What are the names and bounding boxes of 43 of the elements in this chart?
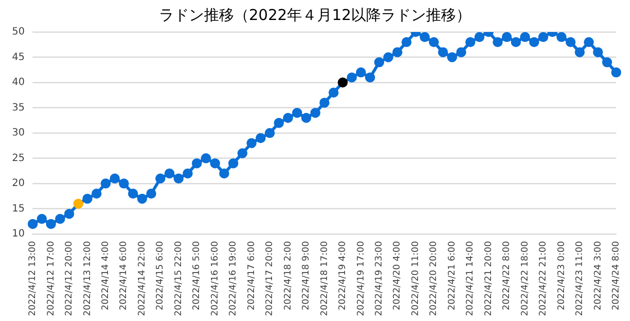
x-tick-label: 2022/4/17 20:00 — [265, 240, 276, 316]
x-tick-label: 2022/4/20 11:00 — [410, 240, 421, 316]
y-tick-label: 50 — [12, 26, 25, 38]
x-tick-label: 2022/4/15 22:00 — [174, 240, 184, 316]
x-tick-label: 2022/4/19 4:00 — [338, 240, 348, 310]
chart-title: ラドン推移（2022年４月12以降ラドン推移） — [158, 6, 472, 25]
x-tick-label: 2022/4/18 2:00 — [283, 240, 294, 310]
y-tick-label: 15 — [12, 203, 25, 214]
x-tick-label: 2022/4/16 19:00 — [228, 240, 239, 316]
x-tick-label: 2022/4/23 0:00 — [556, 240, 567, 310]
x-tick-label: 2022/4/17 6:00 — [246, 240, 257, 310]
x-tick-label: 2022/4/14 6:00 — [119, 240, 130, 310]
y-tick-label: 35 — [12, 102, 25, 114]
y-tick-label: 25 — [12, 152, 25, 164]
x-tick-label: 2022/4/24 3:00 — [593, 240, 604, 310]
x-tick-label: 2022/4/23 11:00 — [575, 240, 586, 316]
x-tick-label: 2022/4/18 9:00 — [302, 240, 312, 310]
y-tick-label: 30 — [12, 128, 25, 139]
x-tick-label: 2022/4/12 20:00 — [64, 240, 75, 316]
x-tick-label: 2022/4/16 5:00 — [192, 240, 202, 310]
y-tick-label: 10 — [12, 228, 25, 240]
x-tick-label: 2022/4/12 13:00 — [28, 240, 38, 316]
x-tick-label: 2022/4/22 8:00 — [502, 240, 512, 310]
x-tick-label: 2022/4/18 17:00 — [320, 240, 330, 316]
x-tick-label: 2022/4/24 8:00 — [612, 240, 622, 310]
x-tick-label: 2022/4/21 6:00 — [447, 240, 458, 310]
x-tick-label: 2022/4/16 16:00 — [210, 240, 220, 316]
y-tick-label: 20 — [12, 178, 25, 190]
x-tick-label: 2022/4/20 4:00 — [392, 240, 403, 310]
x-tick-label: 2022/4/21 14:00 — [466, 240, 476, 316]
x-tick-label: 2022/4/20 20:00 — [429, 240, 440, 316]
x-tick-label: 2022/4/13 12:00 — [82, 240, 93, 316]
x-tick-label: 2022/4/14 4:00 — [101, 240, 112, 310]
x-tick-label: 2022/4/15 6:00 — [156, 240, 166, 310]
x-tick-label: 2022/4/19 17:00 — [356, 240, 366, 316]
x-tick-label: 2022/4/22 18:00 — [520, 240, 530, 316]
y-tick-label: 40 — [12, 77, 25, 88]
x-tick-label: 2022/4/22 21:00 — [538, 240, 549, 316]
x-tick-label: 2022/4/14 22:00 — [137, 240, 148, 316]
x-tick-label: 2022/4/12 17:00 — [46, 240, 56, 316]
y-tick-label: 45 — [12, 52, 25, 63]
x-tick-label: 2022/4/19 23:00 — [374, 240, 385, 316]
x-tick-label: 2022/4/21 20:00 — [484, 240, 494, 316]
